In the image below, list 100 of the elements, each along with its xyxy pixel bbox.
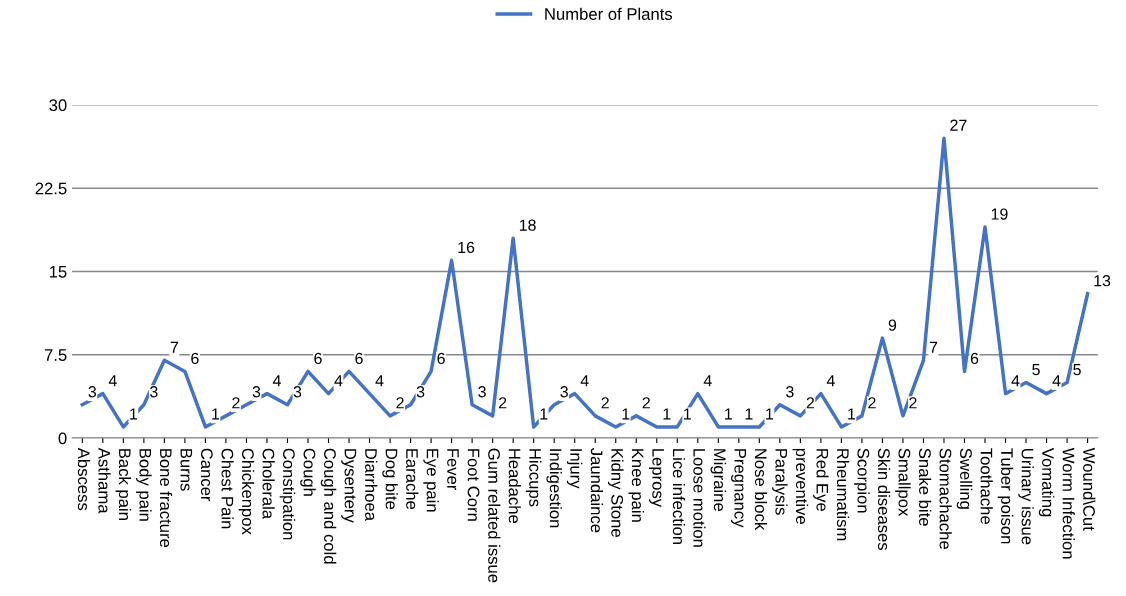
x-tick-label: Migraine xyxy=(710,449,727,511)
x-tick-label: Pregnancy xyxy=(731,449,746,528)
x-tick-label: Jaundaince xyxy=(590,448,603,533)
x-tick-label: Cholerala xyxy=(262,448,275,520)
x-tick-label: Earache xyxy=(406,449,419,510)
data-label: 4 xyxy=(108,375,117,387)
x-tick-label: Gum related issue xyxy=(488,448,501,583)
x-tick-label: Kidny Stone xyxy=(607,449,624,537)
x-tick-label: Knee pain xyxy=(628,449,645,522)
data-label: 6 xyxy=(314,352,322,365)
x-tick-label: Diarrhoea xyxy=(365,449,378,521)
x-tick-label: Cancer xyxy=(200,448,213,502)
x-tick-label: Swelling xyxy=(956,448,973,509)
data-label: 2 xyxy=(806,397,815,409)
data-label: 6 xyxy=(970,352,979,365)
data-label: 3 xyxy=(560,386,568,398)
data-label: 1 xyxy=(848,408,856,420)
x-tick-label: Stomachache xyxy=(939,448,952,549)
x-tick-label: Foot Corn xyxy=(467,449,480,521)
data-label: 16 xyxy=(458,241,475,254)
legend-label: Number of Plants xyxy=(545,7,673,20)
data-label: 1 xyxy=(130,408,138,420)
x-tick-label: Burns xyxy=(180,449,193,491)
data-label: 3 xyxy=(786,386,794,398)
y-tick-label: 0 xyxy=(58,432,67,445)
x-tick-label: Constipation xyxy=(279,448,296,540)
data-label: 2 xyxy=(499,397,507,409)
data-label: 2 xyxy=(909,397,917,409)
x-tick-label: Tuber poison xyxy=(997,448,1014,544)
x-tick-label: Cough xyxy=(300,448,316,496)
x-tick-label: Toothache xyxy=(980,448,993,524)
data-label: 1 xyxy=(212,408,220,420)
data-label: 1 xyxy=(663,408,671,420)
data-label: 3 xyxy=(416,386,425,398)
data-label: 4 xyxy=(375,375,384,387)
data-label: 4 xyxy=(703,375,712,387)
x-tick-label: Headache xyxy=(508,449,521,524)
line-series xyxy=(80,136,1090,429)
data-label: 2 xyxy=(868,397,876,409)
data-label: 4 xyxy=(334,375,343,387)
data-label: 13 xyxy=(1094,275,1111,287)
data-label: 3 xyxy=(150,386,158,398)
x-tick-label: Lice infection xyxy=(672,449,686,544)
data-label: 2 xyxy=(232,397,240,409)
x-tick-label: Snake bite xyxy=(918,448,932,526)
y-tick-label: 15 xyxy=(49,266,67,278)
data-label: 1 xyxy=(725,408,732,420)
data-label: 6 xyxy=(437,352,445,365)
data-label: 3 xyxy=(293,386,302,398)
data-label: 7 xyxy=(170,341,179,353)
data-label: 9 xyxy=(888,319,897,331)
x-tick-label: Dysentery xyxy=(341,449,357,523)
x-tick-label: Abscess xyxy=(77,447,91,511)
y-tick-label: 22.5 xyxy=(35,182,67,195)
x-tick-label: Dog bite xyxy=(382,449,398,510)
x-tick-label: Bone fracture xyxy=(159,449,173,548)
data-label: 4 xyxy=(272,375,281,387)
data-label: 6 xyxy=(191,352,199,365)
x-tick-label: Nose block xyxy=(754,449,768,531)
x-tick-label: Body pain xyxy=(136,449,152,521)
data-label: 1 xyxy=(540,408,548,420)
x-tick-label: Leprosy xyxy=(648,449,664,508)
data-label: 2 xyxy=(396,397,404,409)
x-tick-label: Scorpion xyxy=(854,448,870,513)
data-label: 4 xyxy=(1052,375,1061,387)
x-tick-label: Cough and cold xyxy=(320,448,337,564)
x-tick-label: Eye pain xyxy=(423,449,439,512)
data-label: 4 xyxy=(826,375,835,387)
x-tick-label: Smallpox xyxy=(895,448,911,517)
x-tick-label: Hiccups xyxy=(525,449,542,507)
data-label: 1 xyxy=(766,408,773,420)
x-tick-label: Paralysis xyxy=(772,449,788,515)
data-label: 4 xyxy=(1011,375,1020,387)
data-label: 3 xyxy=(252,386,261,398)
x-tick-label: Skin diseases xyxy=(877,448,891,551)
data-label: 3 xyxy=(88,386,97,398)
data-label: 2 xyxy=(642,397,650,409)
x-tick-label: Worm Infection xyxy=(1062,447,1075,559)
x-tick-label: Red Eye xyxy=(813,449,829,511)
data-label: 1 xyxy=(745,408,753,420)
data-label: 1 xyxy=(622,408,630,420)
x-tick-label: Injury xyxy=(566,449,583,489)
x-tick-label: Urinary issue xyxy=(1018,449,1034,545)
data-label: 5 xyxy=(1073,364,1081,376)
x-tick-label: Rheumatism xyxy=(836,449,850,541)
data-label: 1 xyxy=(684,408,691,420)
y-tick-label: 7.5 xyxy=(44,349,67,361)
data-label: 2 xyxy=(601,397,609,409)
data-label: 3 xyxy=(478,386,486,398)
x-tick-label: preventive xyxy=(792,448,809,524)
data-label: 27 xyxy=(950,119,967,131)
x-tick-label: Indigestion xyxy=(546,449,562,528)
x-tick-label: Back pain xyxy=(115,449,132,520)
data-label: 18 xyxy=(519,219,536,231)
x-tick-label: Wound\Cut xyxy=(1083,447,1096,531)
x-tick-label: Chest Pain xyxy=(221,448,234,529)
x-tick-label: Loose motion xyxy=(693,449,706,547)
data-label: 4 xyxy=(580,375,589,387)
data-label: 19 xyxy=(991,208,1008,220)
x-tick-label: Chickenpox xyxy=(238,448,255,535)
